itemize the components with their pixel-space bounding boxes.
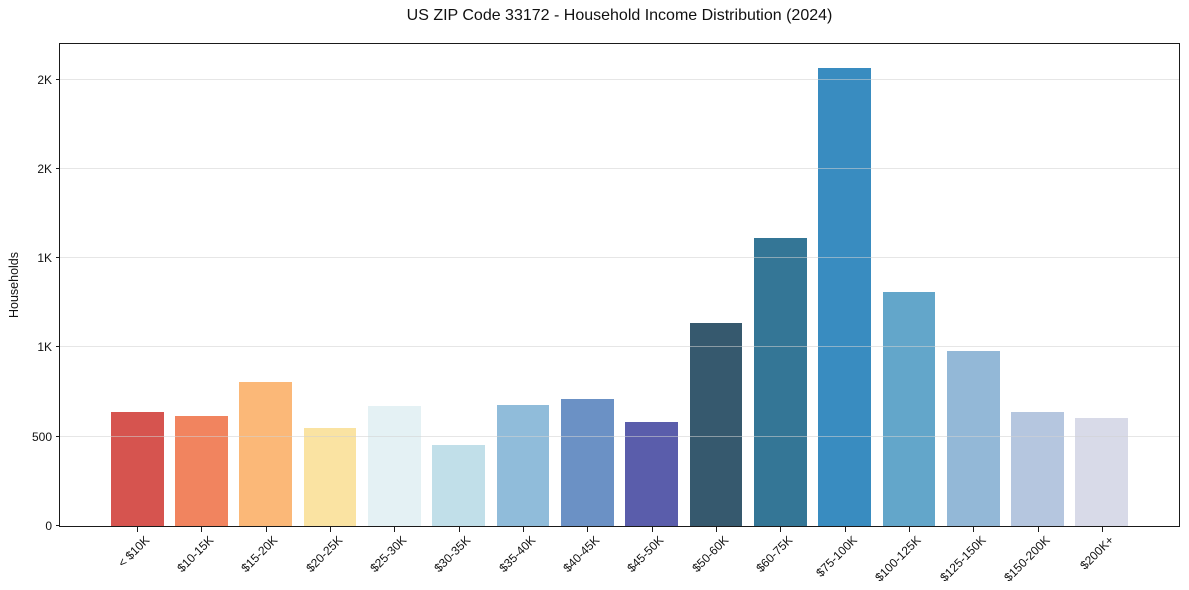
bar-2530k: [368, 406, 421, 526]
x-tick-mark: [394, 527, 396, 532]
bar-4550k: [625, 422, 679, 526]
x-tick-label: $40-45K: [560, 533, 603, 575]
x-tick-mark: [137, 527, 139, 532]
x-tick-mark: [1101, 527, 1103, 532]
bar-slot: < $10K: [105, 44, 169, 570]
bar-4045k: [560, 399, 614, 526]
bar-3540k: [496, 404, 550, 526]
bar-3035k: [432, 444, 486, 526]
bar-100125k: [882, 292, 936, 526]
x-tick-label: $35-40K: [495, 533, 538, 575]
x-tick-mark: [1037, 527, 1039, 532]
x-tick-label: $20-25K: [303, 533, 345, 575]
bar-slot: $10-15K: [169, 44, 233, 575]
bar-200k: [1075, 418, 1129, 526]
x-tick-mark: [523, 527, 525, 532]
bar-75100k: [818, 68, 871, 526]
x-tick-label: $100-125K: [872, 533, 924, 585]
x-tick-mark: [201, 527, 203, 532]
bar-slot: $20-25K: [298, 44, 362, 575]
x-tick-label: $75-100K: [812, 533, 860, 580]
bar-slot: $45-50K: [620, 44, 684, 575]
y-tick-mark: [56, 257, 60, 259]
bar-150200k: [1011, 411, 1064, 526]
bar-125150k: [946, 351, 1000, 526]
bar-slot: $25-30K: [362, 44, 426, 575]
bar-10k: [110, 411, 164, 526]
y-tick-label: 0: [45, 519, 52, 533]
x-tick-mark: [844, 527, 846, 532]
x-tick-mark: [330, 527, 332, 532]
x-tick-mark: [587, 527, 589, 532]
x-tick-mark: [973, 527, 975, 532]
y-tick-mark: [56, 525, 60, 526]
y-axis-label: Households: [7, 251, 21, 319]
y-tick-label: 1K: [37, 340, 52, 355]
chart-title: US ZIP Code 33172 - Household Income Dis…: [406, 7, 833, 24]
bar-slot: $100-125K: [872, 44, 941, 584]
y-tick-label: 500: [31, 429, 52, 444]
plot-area: < $10K $10-15K $15-20K $20-25K $25-30K $30-35…: [32, 43, 1180, 584]
bar-slot: $60-75K: [748, 44, 812, 575]
bar-slot: $125-150K: [937, 44, 1005, 584]
bars-layer: < $10K $10-15K $15-20K $20-25K $25-30K $30-35…: [60, 44, 1179, 584]
x-tick-label: < $10K: [115, 533, 153, 571]
x-tick-label: $25-30K: [367, 533, 410, 575]
y-tick-label: 2K: [37, 161, 52, 176]
x-tick-label: $150-200K: [1001, 533, 1053, 585]
y-tick-mark: [56, 346, 60, 348]
x-tick-mark: [715, 527, 717, 532]
x-tick-mark: [780, 527, 782, 532]
bar-slot: $30-35K: [427, 44, 491, 575]
x-tick-mark: [651, 527, 653, 532]
bar-1520k: [239, 382, 293, 526]
x-tick-label: $45-50K: [624, 533, 667, 575]
x-tick-label: $15-20K: [238, 533, 281, 575]
x-tick-mark: [458, 527, 460, 532]
x-tick-mark: [265, 527, 267, 532]
bar-slot: $40-45K: [555, 44, 619, 575]
bar-slot: $35-40K: [491, 44, 555, 575]
bar-6075k: [753, 237, 807, 526]
bar-slot: $150-200K: [1001, 44, 1069, 584]
bar-5060k: [689, 323, 743, 526]
bar-slot: $200K+: [1070, 44, 1134, 572]
x-tick-label: $125-150K: [936, 533, 989, 585]
bar-slot: $50-60K: [684, 44, 748, 575]
bar-slot: $75-100K: [812, 44, 876, 580]
x-tick-label: $50-60K: [688, 533, 731, 575]
x-tick-label: $60-75K: [753, 533, 796, 575]
y-tick-mark: [56, 167, 60, 169]
y-tick-label: 1K: [37, 251, 52, 266]
x-tick-mark: [908, 527, 910, 532]
x-tick-label: $30-35K: [431, 533, 474, 575]
x-tick-label: $200K+: [1077, 533, 1117, 573]
y-tick-label: 2K: [37, 72, 52, 87]
bar-1015k: [175, 416, 228, 526]
y-tick-mark: [56, 78, 60, 80]
y-tick-mark: [56, 435, 60, 437]
x-tick-label: $10-15K: [174, 533, 217, 575]
bar-slot: $15-20K: [234, 44, 298, 575]
bar-2025k: [303, 427, 357, 526]
